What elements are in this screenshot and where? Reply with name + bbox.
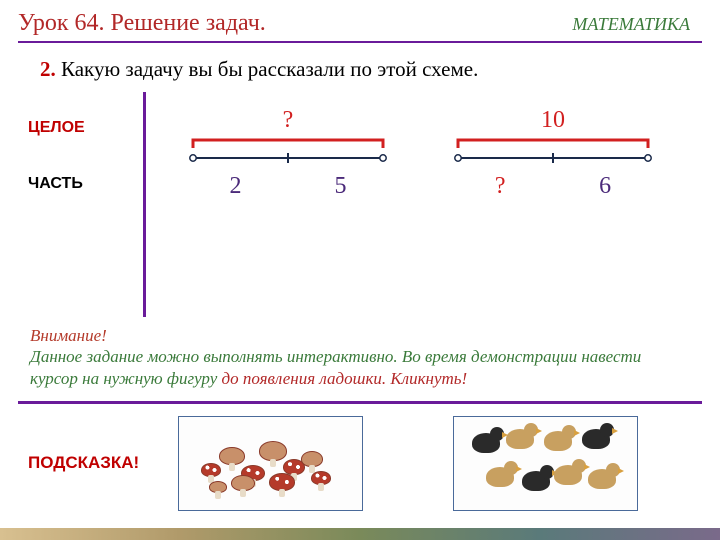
- hint-label: ПОДСКАЗКА!: [18, 453, 148, 473]
- diagram-left-part1: 2: [230, 173, 242, 200]
- question-text: Какую задачу вы бы рассказали по этой сх…: [61, 57, 478, 81]
- diagram-right-part2: 6: [599, 173, 611, 200]
- hint-divider: [18, 401, 702, 404]
- lesson-title: Урок 64. Решение задач.: [18, 10, 266, 37]
- diagram-left[interactable]: ? 2 5: [183, 107, 393, 200]
- label-part: ЧАСТЬ: [28, 175, 128, 193]
- diagram-left-svg: [183, 130, 393, 172]
- diagram-right-svg: [448, 130, 658, 172]
- instruction-note: Внимание! Данное задание можно выполнять…: [30, 325, 690, 389]
- birds-illustration: [466, 423, 626, 503]
- hint-card-mushrooms[interactable]: [178, 416, 363, 511]
- note-click: до появления ладошки. Кликнуть!: [222, 369, 468, 388]
- diagram-left-part2: 5: [335, 173, 347, 200]
- question-number: 2.: [40, 57, 56, 81]
- diagram-right-part1: ?: [495, 173, 506, 200]
- note-warning: Внимание!: [30, 326, 107, 345]
- question-line: 2. Какую задачу вы бы рассказали по этой…: [0, 43, 720, 92]
- footer-gradient: [0, 528, 720, 540]
- label-whole: ЦЕЛОЕ: [28, 119, 128, 137]
- mushrooms-illustration: [191, 423, 351, 503]
- vertical-separator: [143, 92, 146, 317]
- diagram-right[interactable]: 10 ? 6: [448, 107, 658, 200]
- subject-label: МАТЕМАТИКА: [572, 14, 690, 35]
- diagram-area: ЦЕЛОЕ ЧАСТЬ ? 2 5 10 ? 6: [18, 97, 702, 287]
- hint-card-birds[interactable]: [453, 416, 638, 511]
